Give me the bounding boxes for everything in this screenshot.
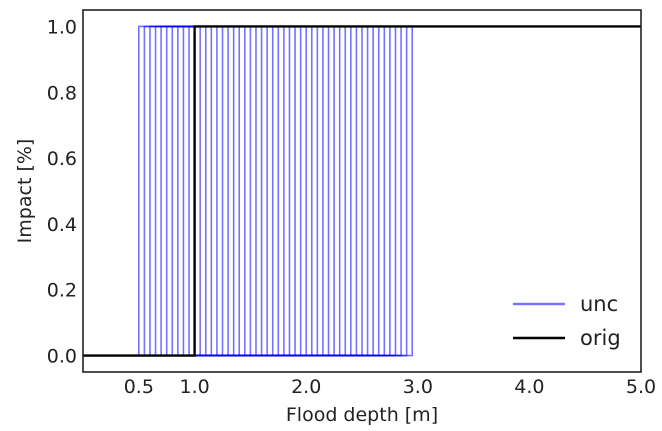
y-tick-label: 0.8 — [47, 82, 77, 104]
legend-label-unc: unc — [580, 292, 618, 316]
y-tick-label: 0.2 — [47, 280, 77, 302]
y-tick-label: 0.0 — [47, 346, 77, 368]
y-tick-label: 0.4 — [47, 214, 77, 236]
x-axis-label: Flood depth [m] — [286, 404, 438, 426]
legend: unc orig — [513, 292, 621, 350]
x-tick-label: 1.0 — [179, 376, 209, 398]
legend-label-orig: orig — [580, 326, 621, 350]
x-tick-label: 3.0 — [403, 376, 433, 398]
y-axis-label: Impact [%] — [14, 139, 36, 244]
y-axis-ticks: 0.0 0.2 0.4 0.6 0.8 1.0 — [47, 16, 77, 367]
x-tick-label: 4.0 — [514, 376, 544, 398]
x-tick-label: 5.0 — [626, 376, 656, 398]
y-tick-label: 0.6 — [47, 148, 77, 170]
x-tick-label: 2.0 — [291, 376, 321, 398]
plot-frame — [82, 9, 642, 373]
plot-lines — [83, 25, 641, 357]
x-tick-label: 0.5 — [124, 376, 154, 398]
series-orig-step-0 — [83, 25, 641, 357]
y-tick-label: 1.0 — [47, 16, 77, 38]
x-axis-ticks: 0.5 1.0 2.0 3.0 4.0 5.0 — [124, 376, 656, 398]
